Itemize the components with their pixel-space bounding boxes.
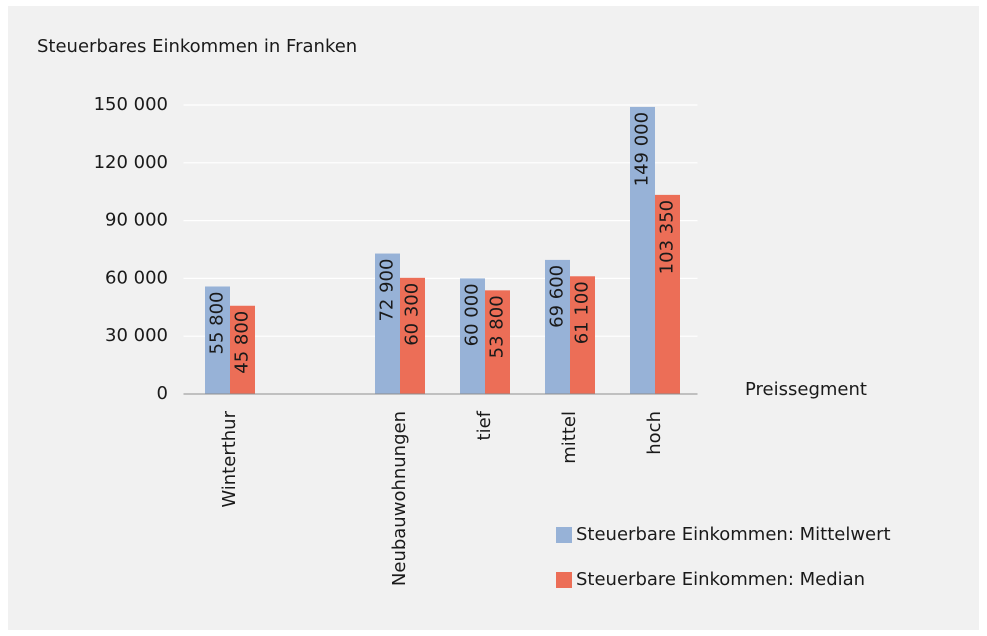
bar [655, 194, 680, 394]
y-axis-title: Steuerbares Einkommen in Franken [37, 36, 357, 57]
bar [570, 276, 595, 394]
value-label: 103 350 [657, 200, 678, 274]
value-label: 53 800 [487, 295, 508, 358]
bar [630, 106, 655, 394]
legend-swatch [556, 527, 572, 543]
bar [375, 253, 400, 394]
value-label: 60 300 [402, 283, 423, 346]
y-tick-label: 120 000 [94, 152, 168, 173]
y-tick-label: 90 000 [105, 210, 168, 231]
y-tick-label: 150 000 [94, 94, 168, 115]
legend-label: Steuerbare Einkommen: Median [576, 569, 865, 590]
bar [400, 277, 425, 394]
value-label: 60 000 [462, 283, 483, 346]
x-tick-label: hoch [644, 411, 665, 455]
y-tick-label: 60 000 [105, 267, 168, 288]
y-tick-label: 0 [157, 383, 168, 404]
x-axis-title: Preissegment [745, 379, 867, 400]
legend-swatch [556, 572, 572, 588]
value-label: 149 000 [632, 112, 653, 186]
bar [485, 290, 510, 394]
x-tick-label: Winterthur [219, 410, 240, 507]
bar [545, 259, 570, 394]
x-tick-label: Neubauwohnungen [389, 411, 410, 586]
y-tick-label: 30 000 [105, 325, 168, 346]
value-label: 61 100 [572, 281, 593, 344]
legend-label: Steuerbare Einkommen: Mittelwert [576, 524, 891, 545]
x-tick-label: mittel [559, 411, 580, 464]
value-label: 55 800 [207, 291, 228, 354]
value-label: 72 900 [377, 259, 398, 322]
value-label: 45 800 [232, 311, 253, 374]
x-tick-label: tief [474, 410, 495, 440]
bar [460, 278, 485, 394]
value-label: 69 600 [547, 265, 568, 328]
bar [205, 286, 230, 394]
bar [230, 305, 255, 394]
